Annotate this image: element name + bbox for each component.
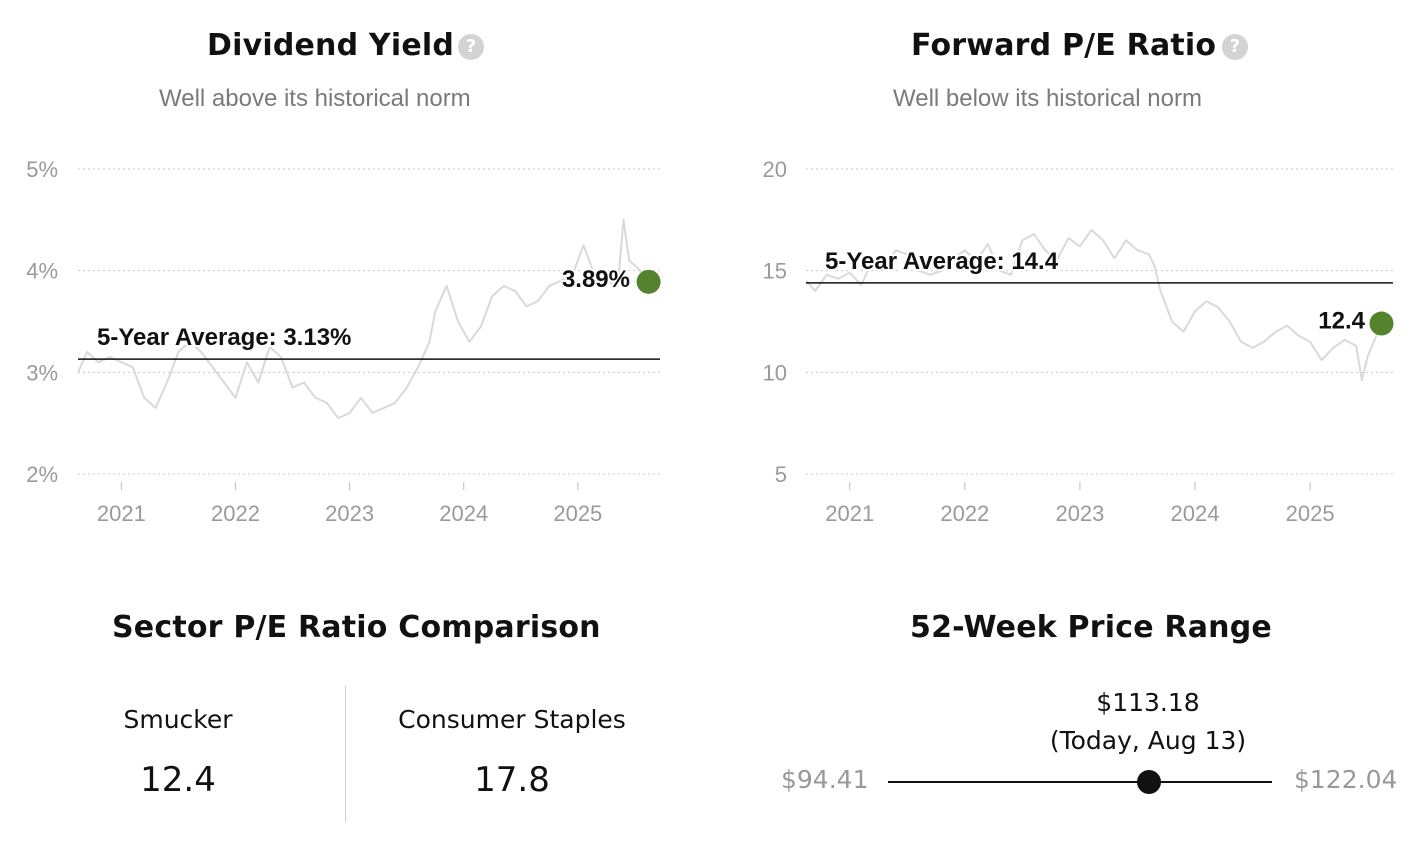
- sector-label: Consumer Staples: [398, 705, 626, 734]
- average-label: 5-Year Average: 14.4: [825, 248, 1059, 275]
- current-value-label: 3.89%: [562, 266, 630, 293]
- x-tick-label: 2025: [1286, 501, 1335, 526]
- y-tick-label: 20: [763, 157, 787, 182]
- forward-pe-title: Forward P/E Ratio: [911, 28, 1217, 63]
- current-value-dot: [636, 269, 661, 294]
- dividend-yield-title: Dividend Yield: [207, 28, 455, 63]
- x-tick-label: 2024: [1171, 501, 1220, 526]
- range-track: [888, 781, 1272, 783]
- company-pe-value: 12.4: [140, 760, 216, 800]
- question-circle-icon[interactable]: ?: [1222, 34, 1248, 60]
- x-tick-label: 2023: [1055, 501, 1104, 526]
- range-high: $122.04: [1294, 765, 1398, 794]
- range-low: $94.41: [781, 765, 869, 794]
- x-tick-label: 2022: [211, 501, 260, 526]
- dividend-yield-chart: 2% 3% 4% 5% 2021 2022 2023 2024 2025 5-Year Avera…: [26, 157, 661, 526]
- x-tick-label: 2021: [97, 501, 146, 526]
- y-tick-label: 5%: [26, 157, 58, 182]
- x-tick-label: 2021: [825, 501, 874, 526]
- sector-pe-title: Sector P/E Ratio Comparison: [112, 610, 601, 645]
- y-tick-label: 4%: [26, 259, 58, 284]
- current-price-marker: [1136, 770, 1161, 794]
- x-tick-label: 2023: [325, 501, 374, 526]
- forward-pe-chart: 5 10 15 20 2021 2022 2023 2024 2025 5-Year Averag…: [763, 157, 1394, 526]
- current-date: (Today, Aug 13): [1049, 726, 1247, 755]
- average-label: 5-Year Average: 3.13%: [97, 324, 351, 351]
- x-tick-label: 2025: [553, 501, 602, 526]
- y-tick-label: 2%: [26, 462, 58, 487]
- current-price-label: $113.18 (Today, Aug 13): [1020, 684, 1276, 760]
- current-value-dot: [1369, 311, 1394, 336]
- y-tick-label: 3%: [26, 360, 58, 385]
- y-tick-label: 5: [775, 462, 787, 487]
- price-range-title: 52-Week Price Range: [910, 610, 1272, 645]
- series-line: [77, 218, 650, 420]
- y-tick-label: 10: [763, 360, 787, 385]
- question-circle-icon[interactable]: ?: [458, 34, 484, 60]
- sector-divider: [345, 686, 346, 822]
- sector-pe-value: 17.8: [474, 760, 550, 800]
- company-label: Smucker: [123, 705, 233, 734]
- forward-pe-subtitle: Well below its historical norm: [893, 85, 1202, 112]
- series-line: [805, 229, 1383, 382]
- current-price: $113.18: [1096, 688, 1200, 717]
- x-tick-label: 2022: [940, 501, 989, 526]
- y-tick-label: 15: [763, 259, 787, 284]
- current-value-label: 12.4: [1318, 308, 1365, 335]
- dividend-yield-subtitle: Well above its historical norm: [159, 85, 471, 112]
- x-tick-label: 2024: [439, 501, 488, 526]
